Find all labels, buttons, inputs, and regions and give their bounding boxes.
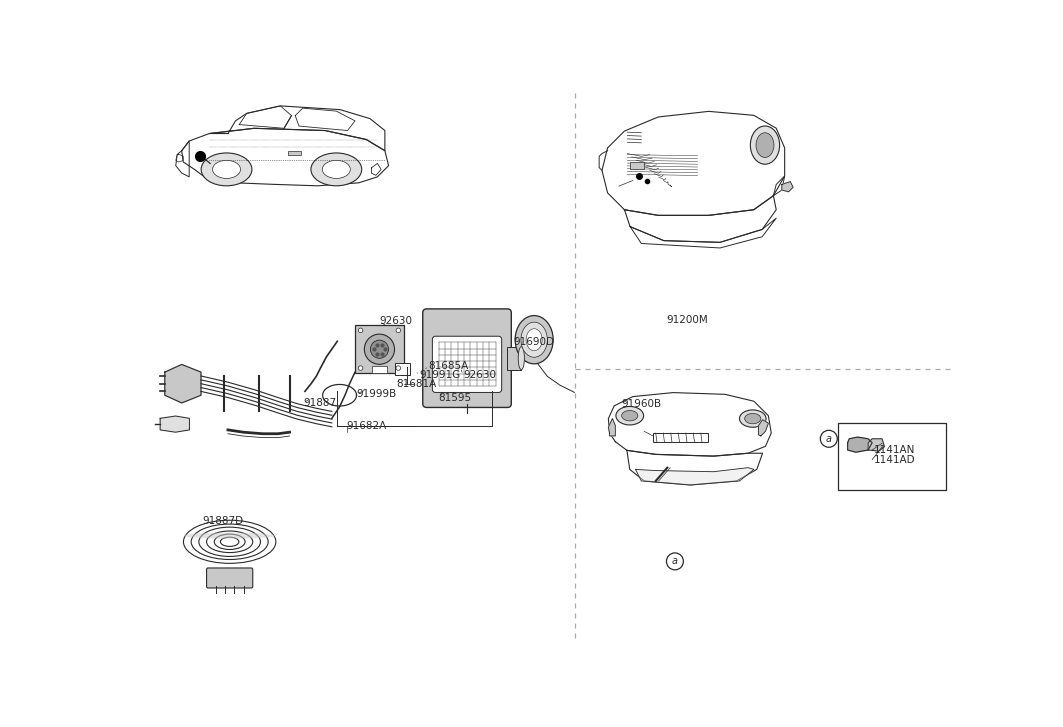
Circle shape [667,553,684,570]
FancyBboxPatch shape [423,309,511,407]
Text: a: a [826,434,832,443]
Polygon shape [165,364,201,403]
Text: 81595: 81595 [438,393,472,403]
Bar [355,325,404,374]
Text: 1141AD: 1141AD [874,454,915,465]
Ellipse shape [213,161,240,178]
Ellipse shape [311,153,361,186]
Circle shape [396,328,401,333]
Bar [838,423,946,490]
Text: 91999B: 91999B [356,389,396,399]
Bar [653,433,708,442]
Circle shape [358,366,362,370]
Bar [395,363,409,375]
Polygon shape [627,450,762,485]
Ellipse shape [521,322,547,357]
Bar [630,162,644,169]
FancyBboxPatch shape [433,336,502,393]
Ellipse shape [526,329,542,350]
Bar [507,347,521,370]
Ellipse shape [740,410,766,427]
Text: 92630: 92630 [379,316,412,326]
Text: 91887: 91887 [303,398,337,408]
Text: 91960B: 91960B [621,398,661,409]
Text: 1141AN: 1141AN [874,445,915,455]
Circle shape [365,334,394,364]
Circle shape [396,366,401,370]
Bar [288,150,301,155]
Text: 92630: 92630 [463,370,496,380]
Text: 91690D: 91690D [513,337,555,347]
Circle shape [358,328,362,333]
Polygon shape [602,111,784,215]
Polygon shape [624,196,776,242]
Polygon shape [759,419,769,436]
Ellipse shape [322,161,351,178]
Text: 91682A: 91682A [347,422,387,431]
Text: 81685A: 81685A [428,361,469,371]
Polygon shape [630,218,776,248]
Ellipse shape [622,411,638,421]
Ellipse shape [519,347,524,370]
Circle shape [821,430,838,447]
Polygon shape [182,128,389,186]
Ellipse shape [750,126,779,164]
Polygon shape [847,437,873,452]
Polygon shape [782,182,793,192]
Polygon shape [608,393,772,456]
Text: 91991G: 91991G [420,370,460,380]
FancyBboxPatch shape [206,568,253,588]
Ellipse shape [184,533,276,539]
Circle shape [370,340,388,358]
Polygon shape [161,416,189,432]
Polygon shape [636,467,754,485]
Ellipse shape [745,414,761,424]
Polygon shape [608,419,615,436]
Polygon shape [209,106,385,150]
Text: 91200M: 91200M [665,315,708,324]
Ellipse shape [201,153,252,186]
Ellipse shape [516,316,553,364]
Text: 81681A: 81681A [395,379,436,389]
Ellipse shape [615,406,643,425]
Bar [372,366,387,374]
Text: 91887D: 91887D [203,516,243,526]
Text: a: a [672,556,678,566]
Ellipse shape [756,133,774,158]
Polygon shape [868,439,884,451]
